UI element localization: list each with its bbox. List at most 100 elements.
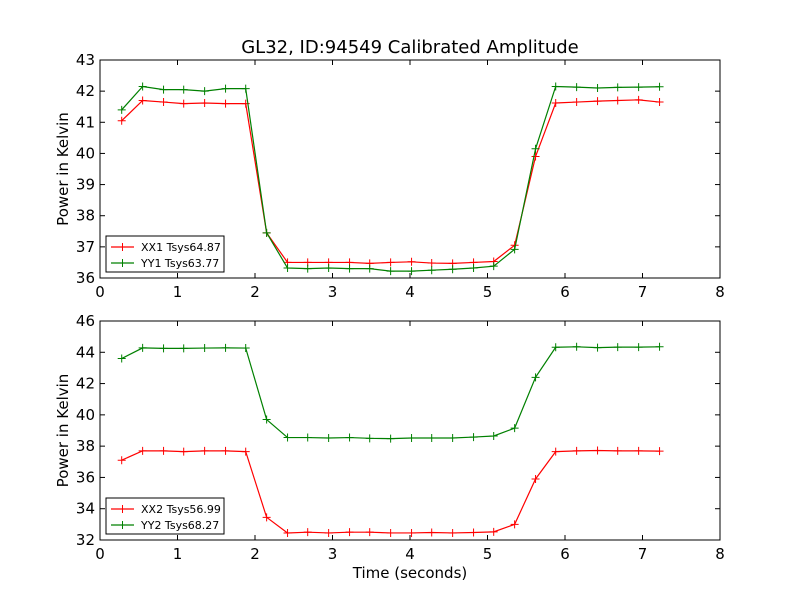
- legend-marker: [118, 243, 127, 251]
- data-point: [407, 528, 416, 537]
- x-tick-label: 0: [95, 545, 105, 563]
- data-point: [593, 84, 602, 93]
- y-tick-label: 42: [76, 82, 95, 100]
- y-tick-label: 38: [76, 437, 95, 455]
- y-tick-label: 41: [76, 113, 95, 131]
- x-tick-label: 3: [328, 283, 338, 301]
- legend-entry-label: XX2 Tsys56.99: [141, 503, 221, 516]
- data-point: [489, 262, 498, 271]
- data-point: [572, 83, 581, 92]
- data-point: [469, 433, 478, 442]
- data-point: [200, 87, 209, 96]
- data-point: [572, 342, 581, 351]
- data-point: [634, 343, 643, 352]
- data-point: [179, 344, 188, 353]
- data-point: [241, 447, 250, 456]
- data-point: [179, 99, 188, 108]
- data-point: [324, 434, 333, 443]
- data-point: [221, 446, 230, 455]
- data-point: [634, 83, 643, 92]
- legend-marker: [118, 505, 127, 513]
- legend: XX1 Tsys64.87 YY1 Tsys63.77: [105, 235, 225, 273]
- data-point: [510, 245, 519, 254]
- data-point: [345, 433, 354, 442]
- x-tick-label: 4: [405, 545, 415, 563]
- data-point: [427, 266, 436, 275]
- data-point: [510, 520, 519, 529]
- data-point: [283, 264, 292, 273]
- data-point: [572, 446, 581, 455]
- x-tick-label: 8: [715, 545, 725, 563]
- data-point: [613, 96, 622, 105]
- data-point: [469, 264, 478, 273]
- data-point: [303, 433, 312, 442]
- y-tick-label: 34: [76, 500, 95, 518]
- x-tick-label: 1: [173, 545, 183, 563]
- data-point: [117, 116, 126, 125]
- data-point: [200, 446, 209, 455]
- data-point: [179, 447, 188, 456]
- y-tick-label: 40: [76, 406, 95, 424]
- data-point: [448, 528, 457, 537]
- x-tick-label: 7: [638, 283, 648, 301]
- data-point: [138, 446, 147, 455]
- data-point: [283, 433, 292, 442]
- y-tick-label: 42: [76, 375, 95, 393]
- data-point: [386, 434, 395, 443]
- data-point: [593, 343, 602, 352]
- data-point: [303, 528, 312, 537]
- x-tick-label: 2: [250, 283, 260, 301]
- x-tick-label: 0: [95, 283, 105, 301]
- x-axis-label: Time (seconds): [352, 564, 468, 582]
- data-point: [655, 447, 664, 456]
- data-point: [469, 528, 478, 537]
- data-point: [489, 527, 498, 536]
- data-point: [345, 528, 354, 537]
- y-tick-label: 46: [76, 312, 95, 330]
- data-point: [634, 446, 643, 455]
- data-point: [262, 228, 271, 237]
- y-tick-label: 37: [76, 238, 95, 256]
- legend-box: [105, 497, 225, 535]
- data-point: [427, 528, 436, 537]
- legend-marker: [118, 521, 127, 529]
- data-point: [427, 259, 436, 268]
- y-tick-label: 44: [76, 343, 95, 361]
- data-point: [613, 83, 622, 92]
- data-point: [365, 264, 374, 273]
- x-tick-label: 8: [715, 283, 725, 301]
- data-point: [386, 528, 395, 537]
- y-axis-label: Power in Kelvin: [54, 374, 72, 488]
- data-point: [407, 434, 416, 443]
- data-point: [262, 415, 271, 424]
- data-point: [262, 513, 271, 522]
- legend-entry-label: YY2 Tsys68.27: [140, 519, 219, 532]
- legend-entry-label: YY1 Tsys63.77: [140, 257, 219, 270]
- data-point: [572, 98, 581, 107]
- data-point: [531, 152, 540, 161]
- x-tick-label: 1: [173, 283, 183, 301]
- data-point: [407, 257, 416, 266]
- data-point: [221, 99, 230, 108]
- data-point: [159, 446, 168, 455]
- data-point: [283, 528, 292, 537]
- x-tick-label: 5: [483, 283, 493, 301]
- data-point: [365, 528, 374, 537]
- x-tick-label: 2: [250, 545, 260, 563]
- y-tick-label: 43: [76, 51, 95, 69]
- figure-title: GL32, ID:94549 Calibrated Amplitude: [241, 37, 579, 58]
- x-tick-label: 4: [405, 283, 415, 301]
- data-point: [200, 98, 209, 107]
- x-tick-label: 3: [328, 545, 338, 563]
- data-point: [551, 82, 560, 91]
- y-tick-label: 40: [76, 144, 95, 162]
- legend-box: [105, 235, 225, 273]
- data-point: [241, 84, 250, 93]
- data-point: [489, 431, 498, 440]
- x-tick-label: 6: [560, 283, 570, 301]
- y-axis-label: Power in Kelvin: [54, 112, 72, 226]
- data-point: [593, 446, 602, 455]
- data-point: [138, 96, 147, 105]
